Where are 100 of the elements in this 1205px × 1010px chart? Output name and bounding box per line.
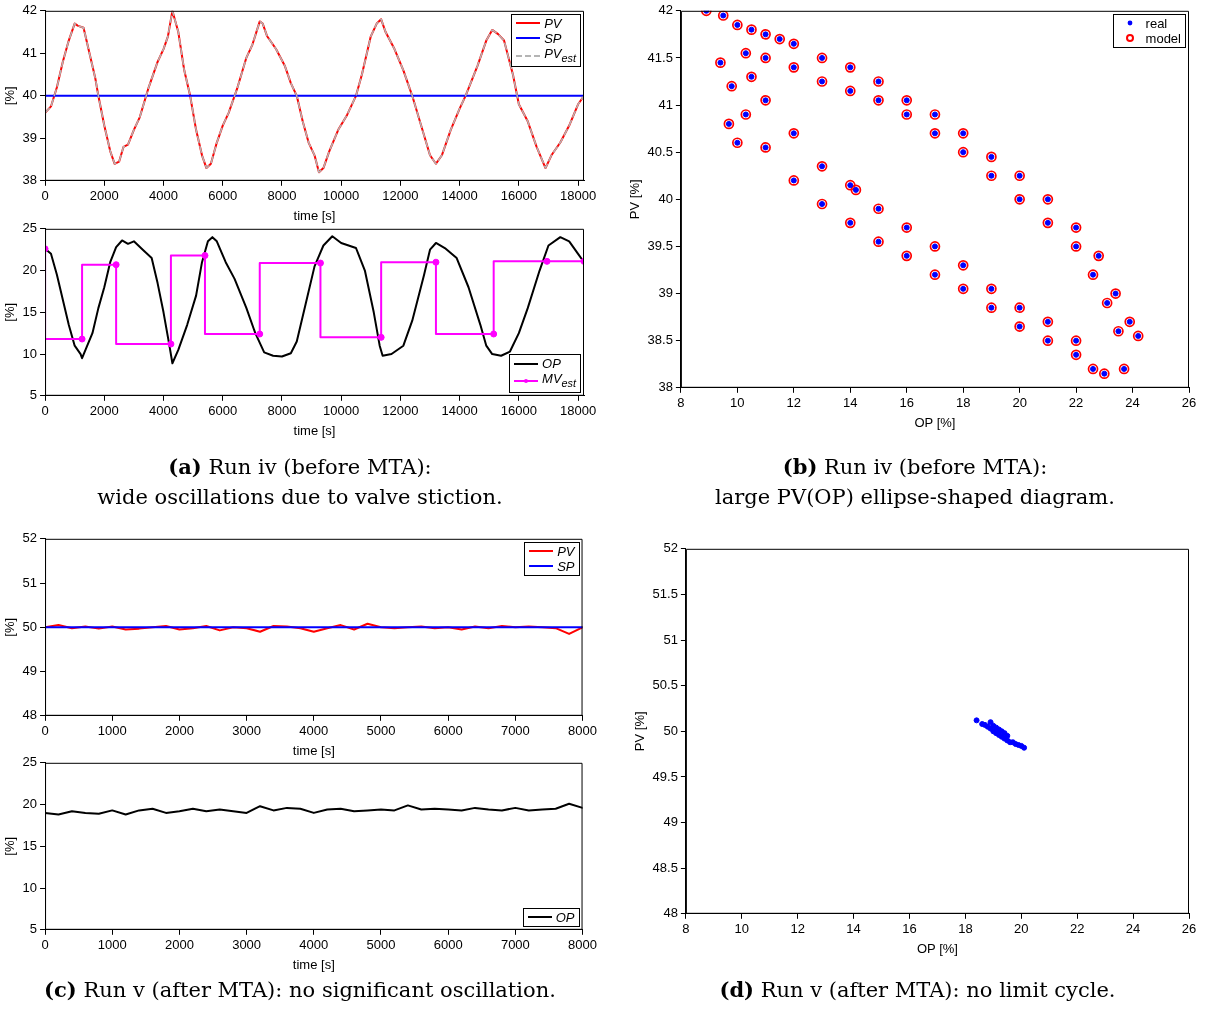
x-tick-label: 10000 [323, 403, 360, 419]
x-tick-label: 18000 [560, 188, 597, 204]
y-tick-label: 50 [22, 618, 38, 634]
x-tick-label: 16 [899, 395, 914, 411]
y-tick-label: 42 [658, 2, 673, 18]
y-tick-label: 51 [663, 631, 678, 647]
legend-label: model [1145, 30, 1181, 46]
y-tick-label: 51.5 [652, 586, 678, 601]
text: (a) Run iv (before MTA): wide oscillations due to valve stiction. [97, 454, 503, 509]
x-tick-label: 8 [682, 921, 690, 937]
x-tick-label: 0 [41, 937, 49, 953]
x-tick-label: 12 [790, 921, 805, 937]
x-tick-label: 14000 [441, 188, 478, 204]
x-tick-label: 6000 [208, 188, 238, 204]
y-tick-label: 15 [22, 837, 38, 853]
legend-label: SP [544, 30, 562, 46]
y-axis-title: [%] [2, 617, 18, 637]
x-tick-label: 24 [1125, 395, 1140, 411]
x-tick-label: 18000 [560, 403, 597, 419]
x-tick-label: 2000 [164, 937, 194, 953]
x-tick-label: 16 [902, 921, 917, 937]
y-tick-label: 42 [22, 2, 38, 18]
x-tick-label: 7000 [500, 937, 530, 953]
x-tick-label: 6000 [433, 723, 463, 739]
y-tick-label: 48 [22, 707, 38, 723]
x-tick-label: 7000 [500, 723, 530, 739]
y-tick-label: 5 [29, 921, 38, 937]
y-tick-label: 25 [22, 754, 38, 770]
y-tick-label: 25 [22, 220, 38, 236]
y-axis-title: PV [%] [627, 179, 643, 220]
y-tick-label: 38 [22, 172, 38, 188]
x-tick-label: 5000 [366, 937, 396, 953]
text: (d) Run v (after MTA): no limit cycle. [719, 977, 1116, 1002]
x-tick-label: 12000 [382, 188, 419, 204]
y-tick-label: 10 [22, 879, 38, 895]
x-tick-label: 5000 [366, 723, 396, 739]
x-tick-label: 6000 [433, 937, 463, 953]
x-tick-label: 12000 [382, 403, 419, 419]
legend-label: OP [555, 909, 575, 925]
y-tick-label: 20 [22, 796, 38, 812]
x-tick-label: 4000 [149, 403, 178, 419]
x-tick-label: 4000 [299, 723, 329, 739]
x-tick-label: 4000 [299, 937, 329, 953]
y-tick-label: 41.5 [647, 49, 673, 65]
y-tick-label: 50.5 [652, 677, 678, 693]
y-tick-label: 38 [658, 379, 673, 395]
y-tick-label: 50 [663, 722, 678, 738]
legend-label: SP [557, 558, 575, 574]
x-tick-label: 26 [1181, 395, 1197, 411]
y-tick-label: 49.5 [652, 768, 678, 784]
y-axis-title: [%] [2, 86, 18, 106]
x-tick-label: 3000 [232, 937, 262, 953]
x-tick-label: 14 [843, 395, 858, 411]
x-tick-label: 22 [1069, 921, 1085, 937]
y-tick-label: 39 [22, 129, 38, 145]
x-tick-label: 10 [734, 921, 750, 937]
y-tick-label: 10 [22, 345, 38, 361]
x-axis-title: time [s] [293, 422, 336, 438]
x-tick-label: 8000 [568, 723, 597, 739]
legend-label: PV$_{est}$ [544, 45, 576, 66]
y-tick-label: 48.5 [652, 859, 678, 875]
x-tick-label: 26 [1181, 921, 1197, 937]
x-tick-label: 10000 [323, 188, 360, 204]
y-tick-label: 15 [22, 303, 38, 319]
x-tick-label: 12 [786, 395, 802, 411]
x-tick-label: 24 [1125, 921, 1141, 937]
x-tick-label: 1000 [97, 723, 127, 739]
x-tick-label: 18 [958, 921, 973, 937]
y-tick-label: 5 [29, 387, 38, 403]
y-tick-label: 40 [658, 190, 673, 206]
x-axis-title: time [s] [293, 207, 336, 223]
y-tick-label: 40.5 [647, 143, 673, 159]
x-tick-label: 8000 [267, 403, 297, 419]
legend-label: real [1145, 15, 1168, 31]
x-tick-label: 6000 [208, 403, 238, 419]
x-tick-label: 1000 [97, 937, 127, 953]
legend-label: PV [557, 543, 575, 559]
x-tick-label: 16000 [500, 188, 537, 204]
y-axis-title: [%] [2, 836, 18, 856]
x-tick-label: 22 [1068, 395, 1084, 411]
x-tick-label: 14000 [441, 403, 478, 419]
x-tick-label: 20 [1014, 921, 1029, 937]
x-tick-label: 8000 [267, 188, 297, 204]
y-axis-title: PV [%] [632, 711, 648, 752]
x-axis-title: OP [%] [916, 940, 958, 956]
y-tick-label: 52 [663, 540, 678, 556]
y-tick-label: 20 [22, 262, 38, 278]
y-tick-label: 41 [658, 96, 673, 112]
x-tick-label: 4000 [149, 188, 178, 204]
y-tick-label: 48 [663, 905, 678, 921]
x-tick-label: 20 [1012, 395, 1027, 411]
y-tick-label: 39.5 [647, 238, 673, 253]
y-tick-label: 49 [663, 814, 678, 830]
x-axis-title: time [s] [292, 956, 335, 972]
x-tick-label: 8000 [568, 937, 597, 953]
text: (b) Run iv (before MTA): large PV(OP) ellipse-shaped diagram. [715, 454, 1115, 509]
x-tick-label: 14 [846, 921, 861, 937]
y-tick-label: 40 [22, 87, 38, 103]
y-tick-label: 52 [22, 530, 38, 546]
x-axis-title: time [s] [292, 742, 335, 758]
